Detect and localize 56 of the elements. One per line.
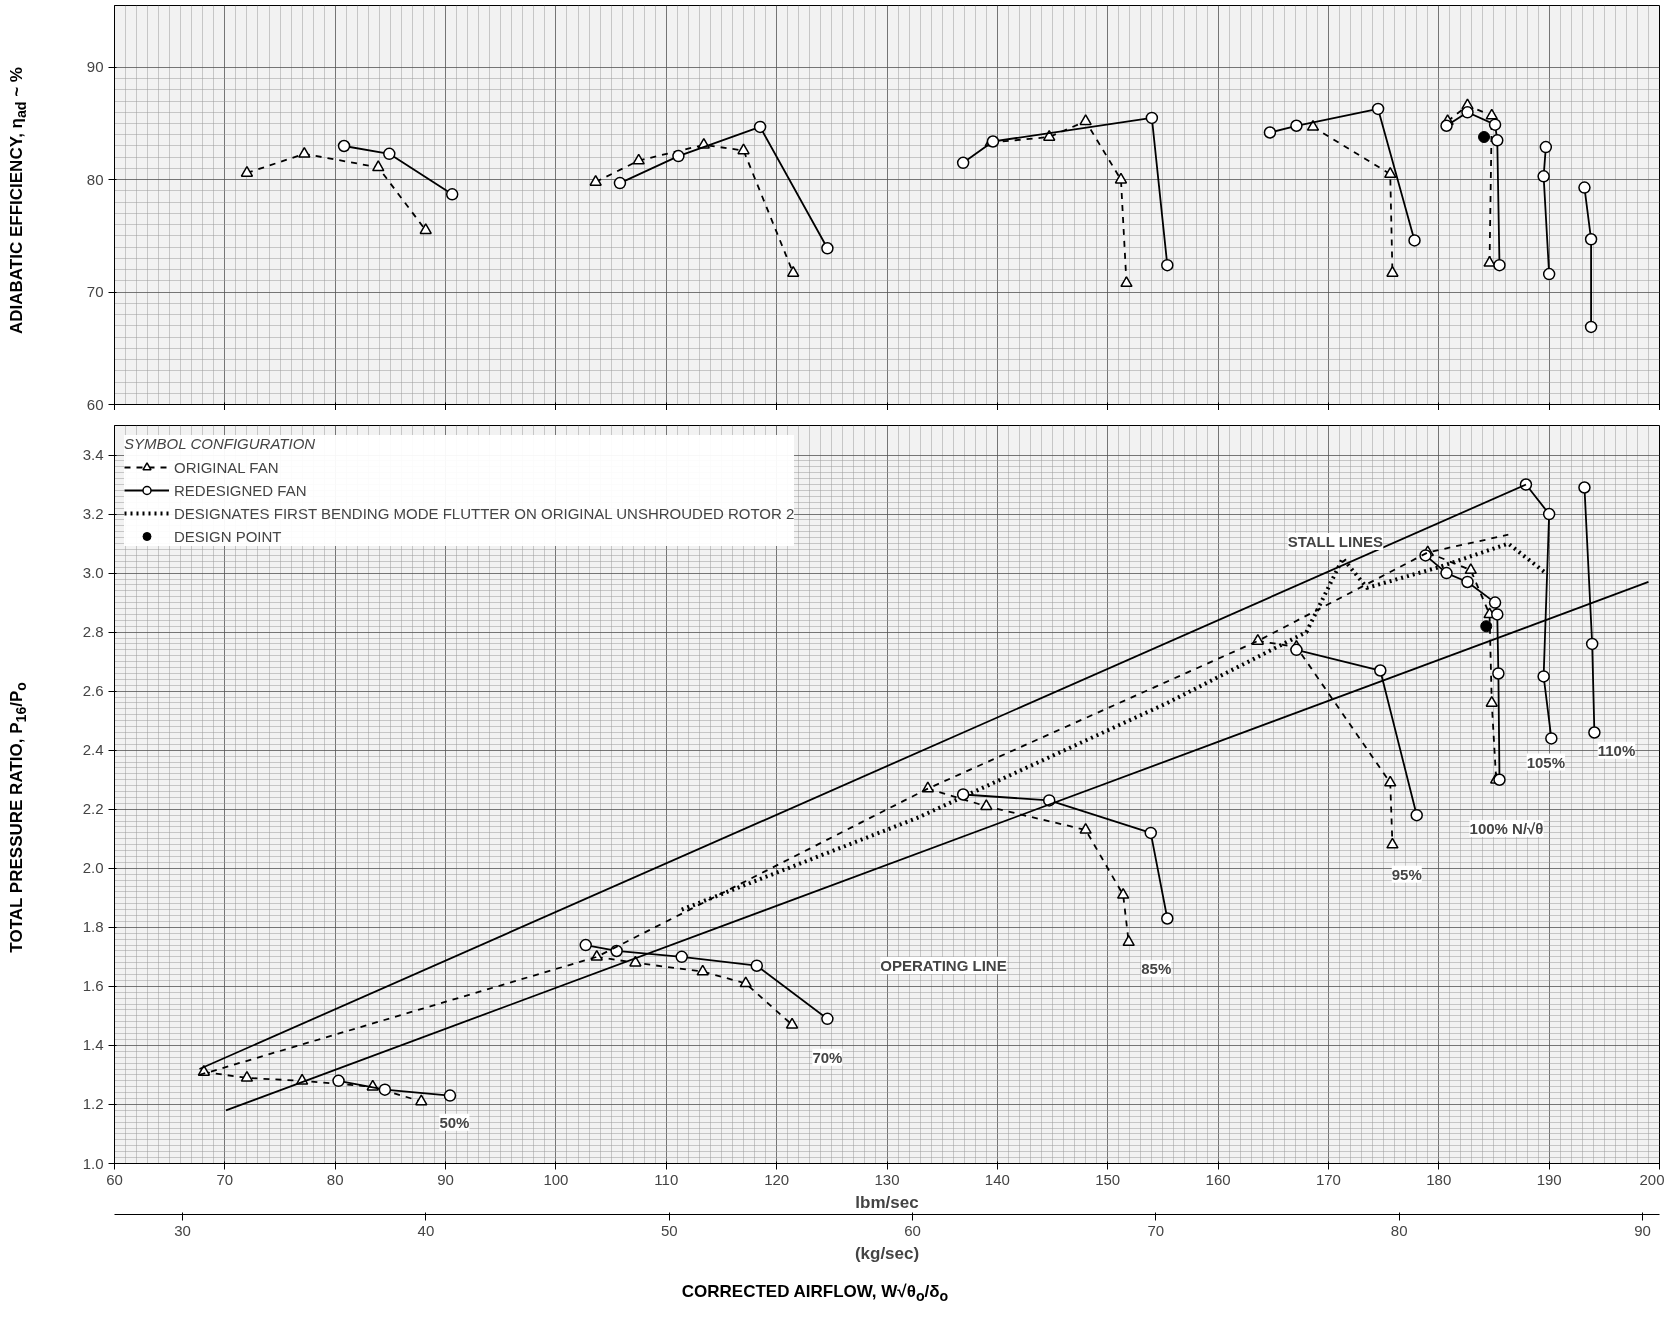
- x-tick-label: 60: [106, 1170, 123, 1188]
- y-tick-label: 60: [86, 395, 104, 413]
- x2-tick-label: 60: [904, 1221, 921, 1239]
- legend-label: DESIGN POINT: [174, 527, 282, 545]
- y-tick-label: 2.0: [82, 859, 104, 877]
- y-tick-label: 2.4: [82, 741, 104, 759]
- y-tick-label: 90: [86, 58, 104, 76]
- annotation: 100% N/√θ: [1469, 820, 1544, 837]
- y-tick-label: 1.8: [82, 918, 104, 936]
- y-tick-label: 70: [86, 283, 104, 301]
- annotation: 85%: [1141, 960, 1172, 978]
- y-tick-label: 2.2: [82, 800, 104, 818]
- y-tick-label: 3.2: [82, 505, 104, 523]
- x-tick-label: 170: [1315, 1170, 1341, 1188]
- annotation: 105%: [1526, 753, 1566, 771]
- y-tick-label: 1.2: [82, 1095, 104, 1113]
- x-tick-label: 90: [437, 1170, 454, 1188]
- annotation: 95%: [1391, 865, 1422, 883]
- y-tick-label: 1.4: [82, 1036, 104, 1054]
- legend-title: SYMBOL CONFIGURATION: [124, 435, 317, 452]
- annotation: 50%: [439, 1113, 470, 1131]
- y-tick-label: 2.8: [82, 623, 104, 641]
- x-tick-label: 140: [984, 1170, 1010, 1188]
- legend-label: DESIGNATES FIRST BENDING MODE FLUTTER ON ORIGINAL UNSHROUDED ROTOR 2: [174, 504, 795, 522]
- x-tick-label: 160: [1205, 1170, 1231, 1188]
- annotation: 110%: [1597, 741, 1636, 759]
- x2-tick-label: 30: [174, 1221, 191, 1239]
- x-tick-label: 100: [543, 1170, 569, 1188]
- x-tick-label: 80: [326, 1170, 344, 1188]
- annotation: 70%: [812, 1048, 843, 1066]
- x-tick-label: 200: [1639, 1170, 1665, 1188]
- x2-tick-label: 40: [417, 1221, 435, 1239]
- annotation: OPERATING LINE: [880, 957, 1007, 974]
- x-tick-label: 150: [1095, 1170, 1121, 1188]
- y-tick-label: 2.6: [82, 682, 104, 700]
- x-tick-label: 190: [1536, 1170, 1562, 1188]
- x-tick-label: 120: [764, 1170, 790, 1188]
- x-tick-label: 180: [1426, 1170, 1452, 1188]
- text: CORRECTED AIRFLOW, W√θ$_{o}$/δ$_{o}$: [680, 1281, 950, 1307]
- y-tick-label: 3.4: [82, 446, 104, 464]
- x2-tick-label: 70: [1147, 1221, 1165, 1239]
- y-tick-label: 3.0: [82, 564, 104, 582]
- y-tick-label: 80: [86, 170, 104, 188]
- x-tick-label: 70: [216, 1170, 234, 1188]
- x2-tick-label: 50: [660, 1221, 678, 1239]
- x2-tick-label: 90: [1634, 1221, 1651, 1239]
- y-tick-label: 1.0: [82, 1154, 104, 1172]
- x-tick-label: 130: [874, 1170, 900, 1188]
- x2-tick-label: 80: [1390, 1221, 1408, 1239]
- legend-label: ORIGINAL FAN: [174, 458, 279, 476]
- x2-axis-title: (kg/sec): [854, 1243, 920, 1263]
- x-tick-label: 110: [654, 1170, 679, 1188]
- y-tick-label: 1.6: [82, 977, 104, 995]
- annotation: STALL LINES: [1287, 533, 1384, 550]
- legend-label: REDESIGNED FAN: [174, 481, 307, 499]
- x-axis-title: lbm/sec: [855, 1192, 919, 1212]
